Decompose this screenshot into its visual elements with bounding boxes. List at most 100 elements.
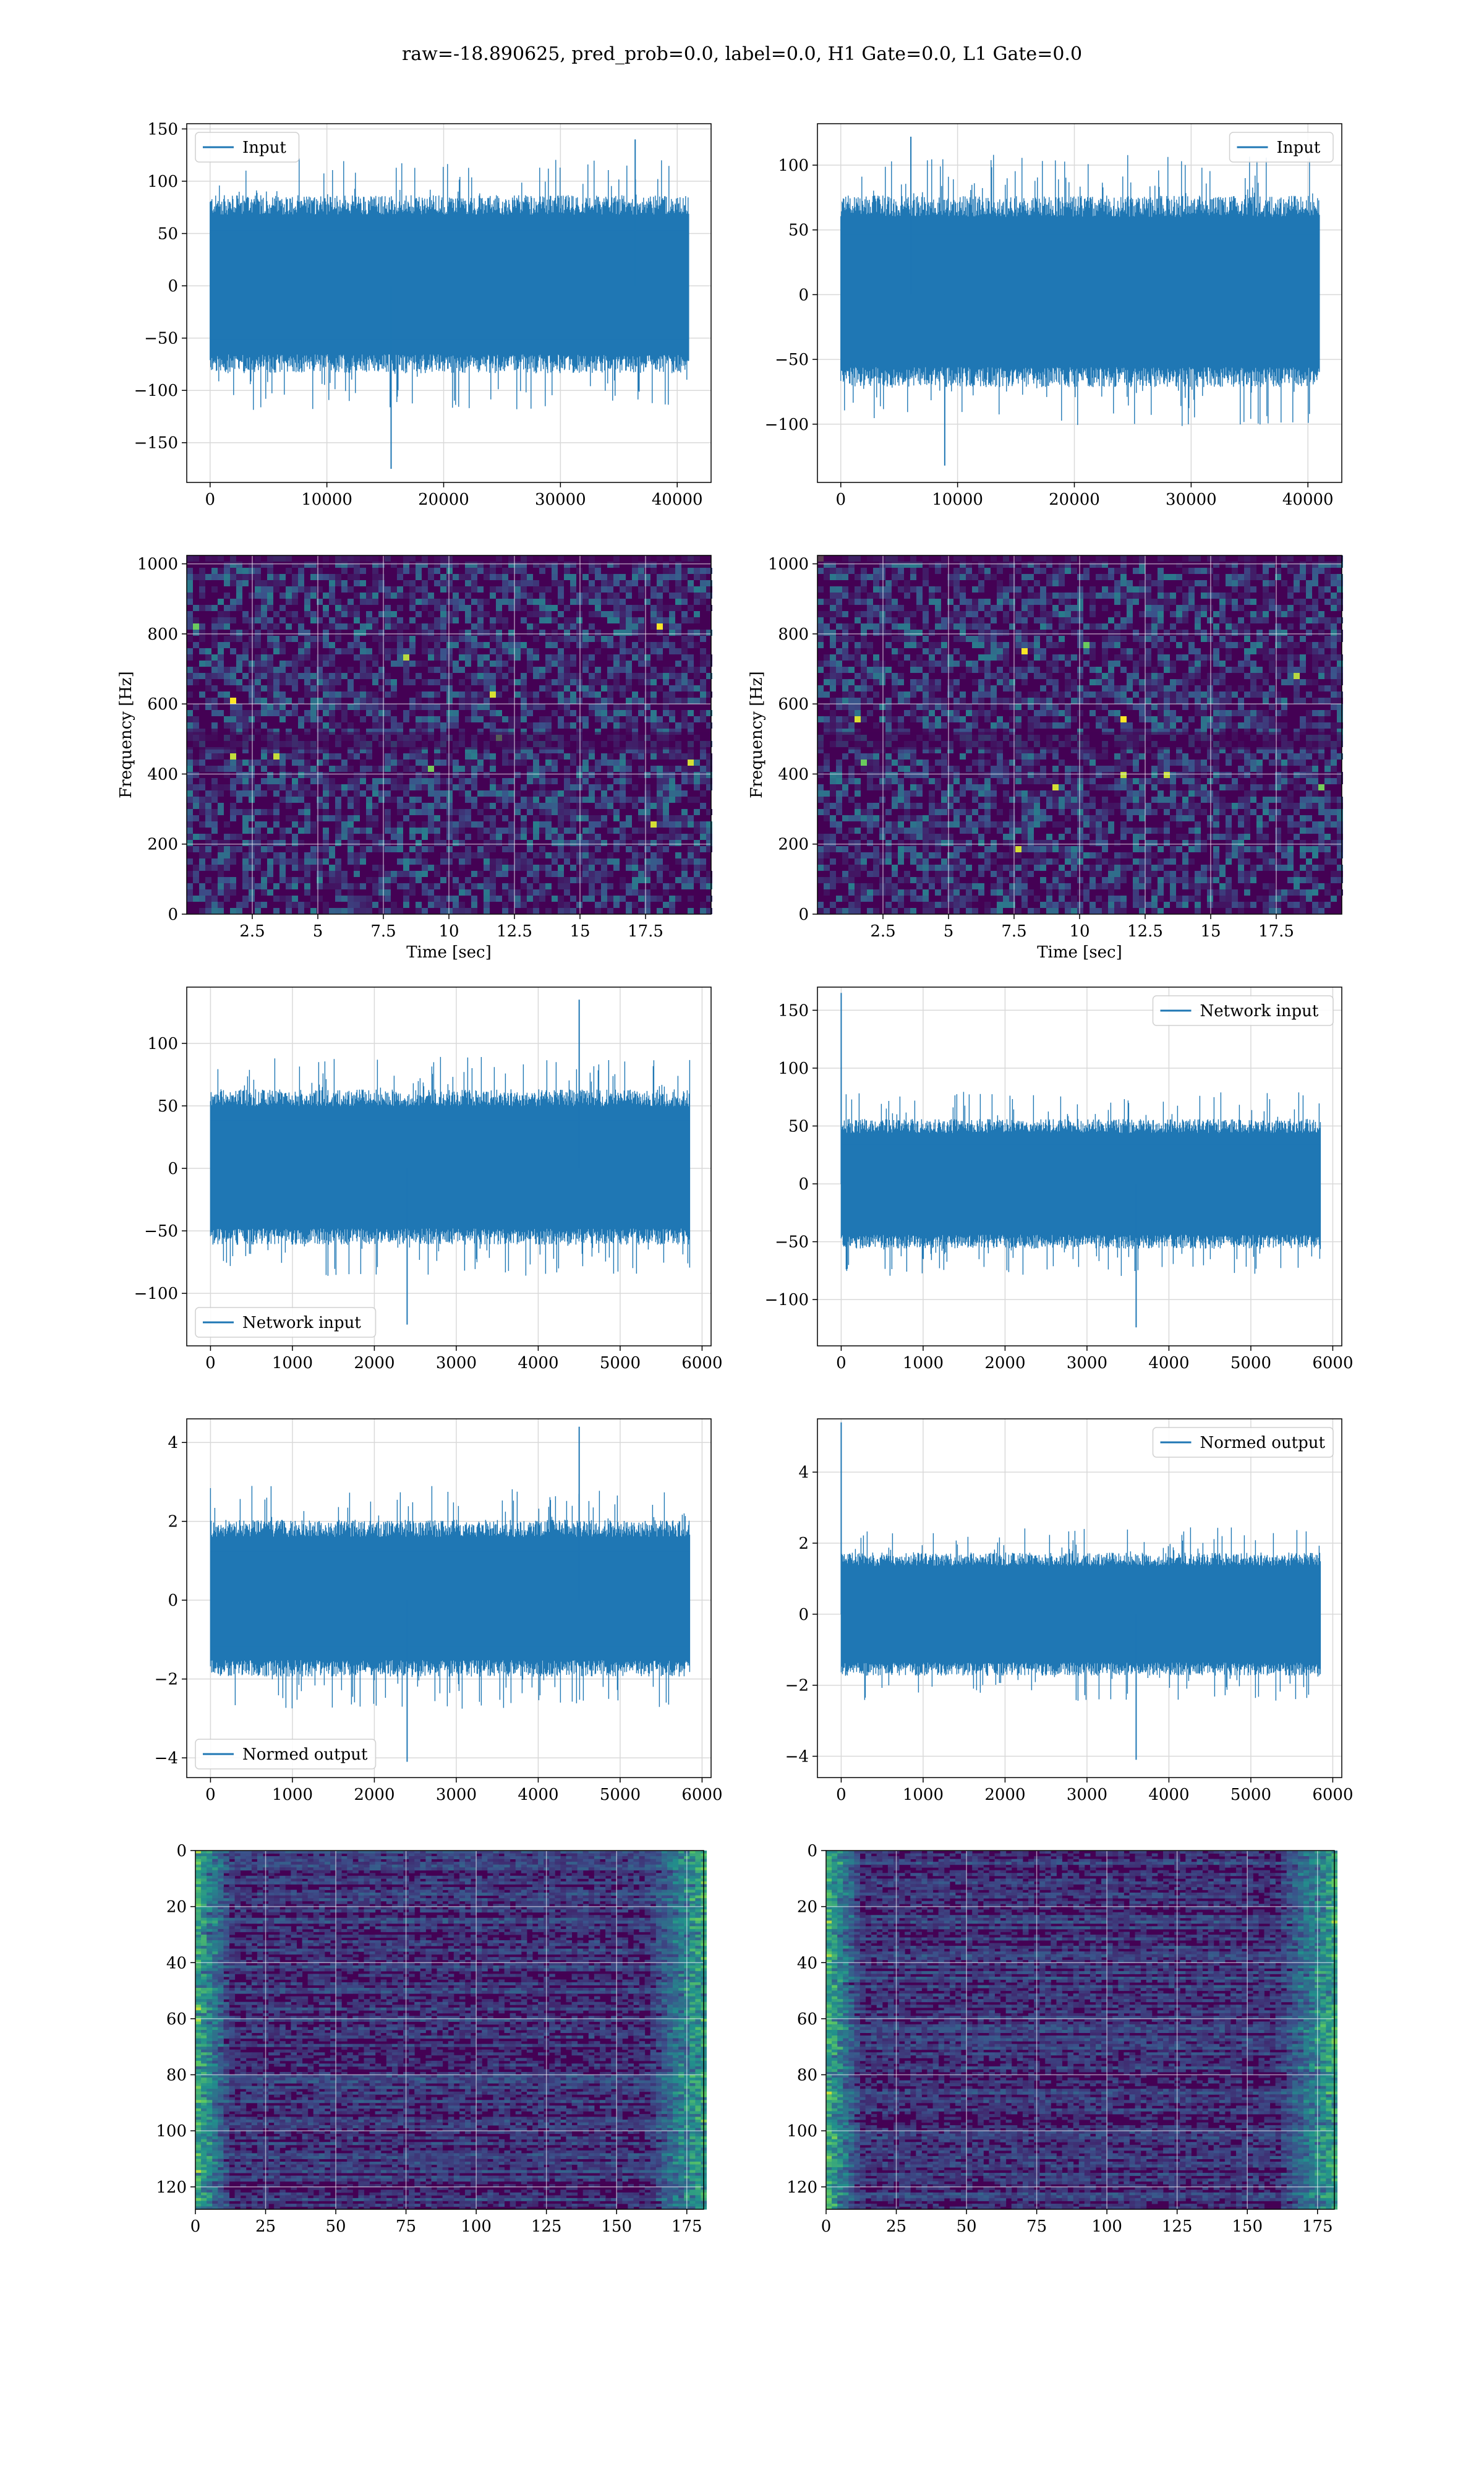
y-tick-label: 0 xyxy=(807,1842,817,1860)
y-tick-label: 120 xyxy=(156,2178,187,2197)
x-tick-label: 1000 xyxy=(903,1354,944,1372)
plot-frame xyxy=(817,987,1342,1346)
x-tick-label: 5000 xyxy=(600,1786,641,1804)
heatmap-cells xyxy=(826,1851,1338,2210)
x-tick-label: 12.5 xyxy=(1127,922,1163,941)
y-tick-label: 20 xyxy=(166,1898,187,1917)
y-tick-label: 600 xyxy=(778,695,809,714)
subplot-norm-h1: 0 1000 2000 3000 4000 5000 6000 −4 −2 0 2 4 Normed o… xyxy=(155,1418,723,1804)
legend: Normed output xyxy=(1152,1427,1334,1458)
y-tick-label: 0 xyxy=(168,1160,178,1178)
legend: Network input xyxy=(1152,995,1334,1026)
x-tick-label: 25 xyxy=(255,2217,276,2236)
x-tick-label: 75 xyxy=(1026,2217,1047,2236)
x-tick-label: 30000 xyxy=(535,490,586,509)
x-tick-label: 0 xyxy=(821,2217,832,2236)
x-tick-label: 30000 xyxy=(1166,490,1217,509)
y-tick-label: 60 xyxy=(166,2010,187,2029)
y-tick-label: −150 xyxy=(134,434,178,453)
y-tick-label: −4 xyxy=(785,1748,809,1766)
x-tick-label: 175 xyxy=(1302,2217,1333,2236)
y-tick-label: 0 xyxy=(176,1842,187,1860)
x-tick-label: 0 xyxy=(205,1354,216,1372)
x-tick-label: 1000 xyxy=(272,1786,313,1804)
x-tick-label: 175 xyxy=(672,2217,702,2236)
y-tick-label: 400 xyxy=(778,765,809,784)
y-axis-label: Frequency [Hz] xyxy=(117,671,135,798)
y-tick-label: 100 xyxy=(787,2122,817,2141)
y-tick-label: 4 xyxy=(168,1434,178,1452)
subplot-norm-l1: 0 1000 2000 3000 4000 5000 6000 −4 −2 0 2 4 Normed o… xyxy=(785,1418,1354,1804)
y-tick-label: 0 xyxy=(798,1175,809,1194)
plot-frame xyxy=(195,1850,704,2210)
y-tick-label: −2 xyxy=(785,1677,809,1695)
x-tick-label: 2.5 xyxy=(870,922,895,941)
y-tick-label: 0 xyxy=(798,1606,809,1624)
y-tick-label: 0 xyxy=(168,1591,178,1610)
x-tick-label: 1000 xyxy=(903,1786,944,1804)
x-axis-label: Time [sec] xyxy=(406,943,492,962)
x-tick-label: 17.5 xyxy=(628,922,663,941)
y-tick-label: 40 xyxy=(166,1954,187,1972)
x-tick-label: 2000 xyxy=(984,1354,1025,1372)
x-tick-label: 4000 xyxy=(518,1786,558,1804)
x-tick-label: 7.5 xyxy=(370,922,396,941)
x-tick-label: 6000 xyxy=(681,1354,722,1372)
y-tick-label: 1000 xyxy=(768,555,809,574)
legend: Network input xyxy=(195,1307,377,1338)
x-tick-label: 10000 xyxy=(301,490,352,509)
y-tick-label: 100 xyxy=(778,156,809,175)
y-tick-label: 100 xyxy=(147,173,178,191)
legend-label: Normed output xyxy=(1200,1434,1326,1452)
x-tick-label: 20000 xyxy=(418,490,469,509)
y-tick-label: 2 xyxy=(168,1513,178,1531)
x-tick-label: 2.5 xyxy=(239,922,265,941)
x-tick-label: 40000 xyxy=(652,490,703,509)
x-tick-label: 12.5 xyxy=(497,922,532,941)
x-tick-label: 5000 xyxy=(600,1354,641,1372)
y-tick-label: 4 xyxy=(798,1463,809,1482)
x-tick-label: 0 xyxy=(205,1786,216,1804)
y-tick-label: 2 xyxy=(798,1534,809,1553)
y-tick-label: 150 xyxy=(147,120,178,139)
x-tick-label: 15 xyxy=(1200,922,1221,941)
x-tick-label: 7.5 xyxy=(1001,922,1026,941)
x-tick-label: 125 xyxy=(531,2217,562,2236)
x-tick-label: 50 xyxy=(326,2217,346,2236)
x-tick-label: 5 xyxy=(944,922,954,941)
y-tick-label: 50 xyxy=(788,221,809,240)
series-core xyxy=(840,234,1320,351)
x-tick-label: 3000 xyxy=(436,1786,477,1804)
y-tick-label: 0 xyxy=(798,905,809,924)
series-core xyxy=(210,1551,690,1647)
x-tick-label: 1000 xyxy=(272,1354,313,1372)
x-tick-label: 4000 xyxy=(1148,1786,1189,1804)
x-tick-label: 6000 xyxy=(1312,1786,1353,1804)
x-tick-label: 40000 xyxy=(1282,490,1334,509)
y-tick-label: 600 xyxy=(147,695,178,714)
y-tick-label: 40 xyxy=(797,1954,817,1972)
x-tick-label: 5 xyxy=(313,922,323,941)
y-tick-label: 80 xyxy=(797,2066,817,2085)
y-tick-label: 100 xyxy=(147,1035,178,1053)
x-tick-label: 10000 xyxy=(932,490,983,509)
y-tick-label: 400 xyxy=(147,765,178,784)
y-axis-label: Frequency [Hz] xyxy=(748,671,766,798)
legend: Input xyxy=(1229,132,1334,163)
y-tick-label: 50 xyxy=(158,1097,178,1116)
series-core xyxy=(210,1120,690,1215)
y-tick-label: 200 xyxy=(147,836,178,854)
legend: Normed output xyxy=(195,1739,377,1770)
x-tick-label: 100 xyxy=(461,2217,492,2236)
y-tick-label: 50 xyxy=(788,1118,809,1136)
x-tick-label: 50 xyxy=(957,2217,977,2236)
plot-frame xyxy=(817,1418,1342,1778)
x-tick-label: 3000 xyxy=(1067,1786,1107,1804)
legend-label: Input xyxy=(242,139,286,157)
plot-frame xyxy=(817,123,1342,483)
x-tick-label: 15 xyxy=(569,922,590,941)
subplot-feat-l1: 0 25 50 75 100 125 150 175 0 20 40 60 80 100 120 xyxy=(787,1842,1338,2236)
subplot-feat-h1: 0 25 50 75 100 125 150 175 0 20 40 60 80 100 120 xyxy=(156,1842,707,2236)
subplot-input-l1: 0 10000 20000 30000 40000 −100 −50 0 50 100 Input xyxy=(765,123,1342,509)
plot-frame xyxy=(825,1850,1335,2210)
